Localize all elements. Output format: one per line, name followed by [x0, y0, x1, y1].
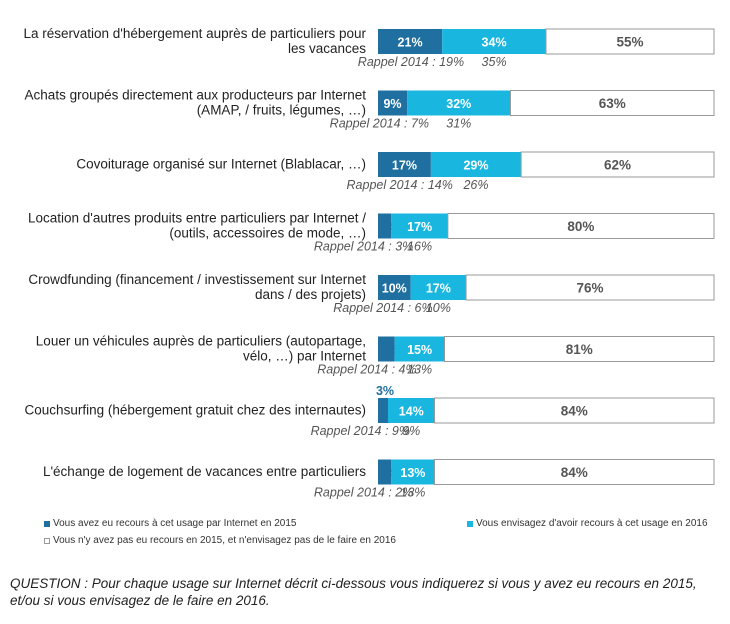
- rappel-value-2: 26%: [462, 178, 488, 192]
- bar-segment-1-1: [407, 90, 511, 116]
- rappel-value-5: 13%: [407, 363, 432, 377]
- bar-segment-1-2: [509, 90, 715, 116]
- rappel-label-0: Rappel 2014 : 19%: [358, 55, 464, 69]
- bar-segment-7-1: [391, 459, 435, 485]
- category-label-7-0: L'échange de logement de vacances entre …: [43, 464, 366, 479]
- rappel-value-1: 31%: [446, 117, 471, 131]
- bar-segment-6-1: [387, 398, 435, 423]
- category-label-0-0: La réservation d'hébergement auprès de p…: [23, 26, 366, 41]
- bar-label-6-0: 3%: [376, 384, 394, 398]
- bar-label-0-2: 55%: [616, 35, 643, 50]
- bar-label-0-1: 34%: [482, 36, 507, 50]
- rappel-label-1: Rappel 2014 : 7%: [330, 117, 429, 131]
- legend-label-2016: Vous envisagez d'avoir recours à cet usa…: [476, 518, 708, 529]
- bar-segment-4-1: [410, 275, 467, 300]
- rappel-label-6: Rappel 2014 : 9%: [311, 424, 410, 438]
- rappel-label-5: Rappel 2014 : 4%: [317, 363, 416, 377]
- bar-label-2-1: 29%: [463, 159, 488, 173]
- bar-label-2-0: 17%: [392, 159, 417, 173]
- bar-label-1-0: 9%: [383, 97, 401, 111]
- category-label-6-0: Couchsurfing (hébergement gratuit chez d…: [25, 403, 366, 418]
- bar-segment-3-0: [378, 213, 392, 239]
- bar-label-3-2: 80%: [567, 219, 594, 234]
- rappel-value-0: 35%: [482, 55, 507, 69]
- bar-segment-4-0: [378, 275, 411, 300]
- bar-segment-3-1: [391, 213, 448, 239]
- category-label-2-0: Covoiturage organisé sur Internet (Blabl…: [76, 157, 366, 172]
- legend-label-none: Vous n'y avez pas eu recours en 2015, et…: [53, 535, 396, 546]
- bar-label-5-1: 15%: [407, 343, 432, 357]
- rappel-value-4: 10%: [426, 301, 451, 315]
- category-label-0-1: les vacances: [288, 41, 366, 56]
- bar-label-4-0: 10%: [382, 282, 407, 296]
- rappel-label-7: Rappel 2014 : 2%: [314, 486, 413, 500]
- bar-label-4-1: 17%: [426, 282, 451, 296]
- bar-segment-2-1: [430, 152, 522, 177]
- legend-item-2015: Vous avez eu recours à cet usage par Int…: [44, 518, 297, 529]
- bar-label-7-2: 84%: [561, 465, 588, 480]
- legend-swatch-2016: [467, 520, 473, 527]
- legend-item-2016: Vous envisagez d'avoir recours à cet usa…: [467, 518, 708, 529]
- bar-segment-2-0: [378, 152, 431, 177]
- stacked-bar-chart: La réservation d'hébergement auprès de p…: [23, 26, 715, 500]
- question-text: QUESTION : Pour chaque usage sur Interne…: [10, 576, 697, 608]
- rappel-label-4: Rappel 2014 : 6%: [333, 301, 432, 315]
- rappel-label-3: Rappel 2014 : 3%: [314, 240, 413, 254]
- bar-segment-0-1: [442, 29, 546, 54]
- category-label-4-0: Crowdfunding (financement / investisseme…: [28, 272, 366, 287]
- bar-label-2-2: 62%: [604, 158, 631, 173]
- bar-segment-3-2: [447, 213, 715, 239]
- category-label-5-1: vélo, …) par Internet: [243, 349, 366, 364]
- category-label-4-1: dans / des projets): [255, 287, 366, 302]
- bar-label-7-1: 13%: [400, 466, 425, 480]
- bar-segment-6-0: [378, 398, 388, 423]
- bar-label-6-1: 14%: [399, 405, 424, 419]
- rappel-value-3: 16%: [407, 240, 432, 254]
- bar-label-4-2: 76%: [577, 281, 604, 296]
- category-label-3-1: (outils, accessoires de mode, …): [169, 226, 366, 241]
- bar-label-5-2: 81%: [566, 342, 593, 357]
- bar-segment-0-0: [378, 29, 443, 54]
- bar-segment-7-0: [378, 459, 392, 485]
- category-label-1-1: (AMAP, / fruits, légumes, …): [197, 103, 366, 118]
- bar-segment-1-0: [378, 90, 408, 116]
- rappel-value-7: 13%: [400, 486, 425, 500]
- legend-item-none: Vous n'y avez pas eu recours en 2015, et…: [44, 535, 396, 546]
- bar-label-1-2: 63%: [599, 96, 626, 111]
- rappel-label-2: Rappel 2014 : 14%: [347, 178, 453, 192]
- category-label-3-0: Location d'autres produits entre particu…: [28, 211, 366, 226]
- bar-segment-4-2: [465, 274, 715, 301]
- rappel-value-6: 9%: [402, 424, 420, 438]
- bar-segment-5-1: [394, 336, 445, 362]
- bar-segment-5-0: [378, 336, 395, 362]
- legend-swatch-2015: [44, 520, 50, 527]
- legend-swatch-none: [44, 537, 50, 544]
- category-label-1-0: Achats groupés directement aux producteu…: [25, 88, 367, 103]
- bar-label-0-0: 21%: [398, 36, 423, 50]
- legend-label-2015: Vous avez eu recours à cet usage par Int…: [53, 518, 297, 529]
- bar-segment-5-2: [444, 336, 715, 362]
- bar-segment-0-2: [545, 28, 715, 55]
- bar-label-6-2: 84%: [561, 404, 588, 419]
- bar-segment-6-2: [434, 397, 715, 424]
- bar-segment-7-2: [434, 459, 715, 485]
- category-label-5-0: Louer un véhicules auprès de particulier…: [36, 334, 366, 349]
- bar-segment-2-2: [520, 151, 715, 178]
- bar-label-1-1: 32%: [446, 97, 471, 111]
- bar-label-3-1: 17%: [407, 220, 432, 234]
